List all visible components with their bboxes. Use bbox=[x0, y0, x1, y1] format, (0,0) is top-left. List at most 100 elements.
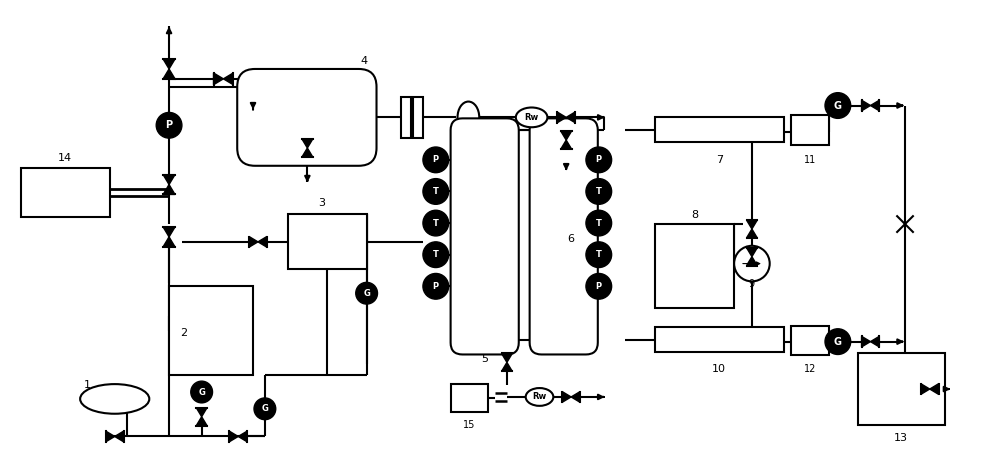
Text: T: T bbox=[596, 187, 602, 196]
Text: P: P bbox=[165, 120, 173, 130]
FancyBboxPatch shape bbox=[530, 118, 598, 354]
Circle shape bbox=[423, 242, 449, 268]
Text: 3: 3 bbox=[319, 198, 326, 208]
Text: 14: 14 bbox=[58, 153, 72, 163]
Bar bbox=[169, 286, 253, 375]
Polygon shape bbox=[163, 59, 175, 69]
Polygon shape bbox=[747, 229, 757, 238]
Circle shape bbox=[825, 93, 851, 118]
Circle shape bbox=[254, 398, 276, 420]
FancyBboxPatch shape bbox=[451, 118, 519, 354]
Circle shape bbox=[423, 274, 449, 299]
Text: 1: 1 bbox=[84, 380, 91, 390]
Text: 15: 15 bbox=[463, 420, 476, 430]
Text: 12: 12 bbox=[804, 364, 816, 374]
Bar bbox=[401, 97, 411, 138]
FancyBboxPatch shape bbox=[237, 69, 377, 166]
Circle shape bbox=[586, 242, 612, 268]
Bar bbox=[655, 224, 734, 308]
Bar bbox=[288, 214, 367, 269]
Ellipse shape bbox=[516, 107, 547, 127]
Bar bbox=[21, 168, 110, 217]
Text: 9: 9 bbox=[749, 280, 755, 289]
Text: 5: 5 bbox=[481, 354, 488, 364]
Text: G: G bbox=[834, 101, 842, 111]
Bar bbox=[413, 97, 423, 138]
Circle shape bbox=[586, 179, 612, 204]
Text: 10: 10 bbox=[712, 364, 726, 374]
Text: 11: 11 bbox=[804, 155, 816, 165]
Text: P: P bbox=[433, 155, 439, 164]
Text: Rw: Rw bbox=[532, 392, 547, 402]
Polygon shape bbox=[163, 69, 175, 79]
Bar bbox=[655, 118, 784, 142]
Circle shape bbox=[423, 179, 449, 204]
Polygon shape bbox=[502, 362, 512, 371]
Text: T: T bbox=[433, 250, 439, 259]
Text: P: P bbox=[596, 282, 602, 291]
Bar bbox=[451, 384, 488, 412]
Text: 2: 2 bbox=[180, 328, 187, 338]
Text: T: T bbox=[596, 250, 602, 259]
Polygon shape bbox=[930, 384, 939, 394]
Ellipse shape bbox=[526, 388, 553, 406]
Circle shape bbox=[423, 210, 449, 236]
Circle shape bbox=[191, 381, 213, 403]
Polygon shape bbox=[862, 336, 870, 347]
Polygon shape bbox=[747, 248, 757, 257]
Text: 6: 6 bbox=[568, 234, 575, 244]
Text: G: G bbox=[198, 387, 205, 397]
Polygon shape bbox=[566, 112, 575, 123]
Circle shape bbox=[586, 147, 612, 173]
Text: P: P bbox=[433, 282, 439, 291]
Bar bbox=[858, 353, 945, 425]
Polygon shape bbox=[502, 353, 512, 362]
Text: T: T bbox=[433, 187, 439, 196]
Ellipse shape bbox=[458, 101, 479, 133]
Text: 7: 7 bbox=[716, 155, 723, 165]
Text: 4: 4 bbox=[360, 56, 367, 66]
Polygon shape bbox=[302, 148, 313, 157]
Circle shape bbox=[356, 282, 378, 304]
Text: Rw: Rw bbox=[524, 113, 539, 122]
Polygon shape bbox=[238, 431, 247, 442]
Polygon shape bbox=[561, 131, 572, 140]
Polygon shape bbox=[870, 336, 879, 347]
Bar bbox=[791, 326, 829, 355]
Text: G: G bbox=[363, 289, 370, 298]
Polygon shape bbox=[214, 73, 223, 85]
Polygon shape bbox=[163, 185, 175, 195]
Polygon shape bbox=[106, 431, 115, 442]
Ellipse shape bbox=[80, 384, 149, 414]
Polygon shape bbox=[229, 431, 238, 442]
Text: 8: 8 bbox=[691, 210, 698, 220]
Polygon shape bbox=[921, 384, 930, 394]
Polygon shape bbox=[163, 175, 175, 185]
Text: G: G bbox=[261, 404, 268, 413]
Polygon shape bbox=[747, 220, 757, 229]
Polygon shape bbox=[302, 139, 313, 148]
Circle shape bbox=[825, 329, 851, 354]
Circle shape bbox=[156, 112, 182, 138]
Polygon shape bbox=[258, 236, 267, 247]
Polygon shape bbox=[223, 73, 233, 85]
Circle shape bbox=[423, 147, 449, 173]
Circle shape bbox=[586, 210, 612, 236]
Bar bbox=[655, 327, 784, 352]
Circle shape bbox=[734, 246, 770, 281]
Polygon shape bbox=[249, 236, 258, 247]
Text: T: T bbox=[433, 218, 439, 228]
Polygon shape bbox=[163, 237, 175, 247]
Polygon shape bbox=[862, 100, 870, 111]
Polygon shape bbox=[196, 417, 207, 425]
Polygon shape bbox=[561, 140, 572, 149]
Polygon shape bbox=[571, 392, 580, 402]
Circle shape bbox=[586, 274, 612, 299]
Text: G: G bbox=[834, 336, 842, 347]
Polygon shape bbox=[562, 392, 571, 402]
Text: 13: 13 bbox=[894, 433, 908, 443]
Polygon shape bbox=[163, 227, 175, 237]
Polygon shape bbox=[115, 431, 124, 442]
Polygon shape bbox=[870, 100, 879, 111]
Polygon shape bbox=[196, 408, 207, 417]
